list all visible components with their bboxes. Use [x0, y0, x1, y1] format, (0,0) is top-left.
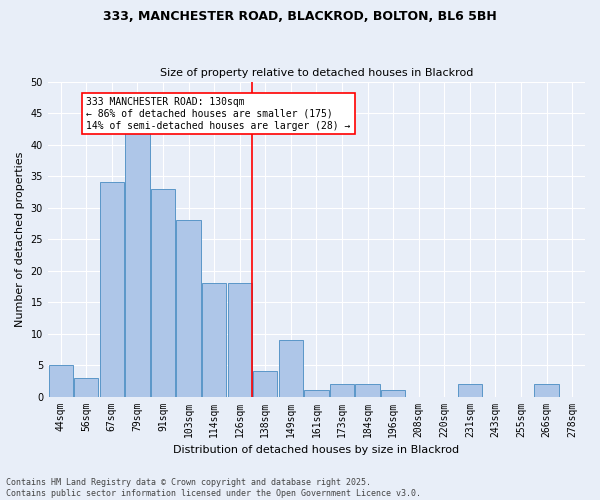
Bar	[227, 283, 252, 397]
Bar	[74, 378, 98, 396]
Title: Size of property relative to detached houses in Blackrod: Size of property relative to detached ho…	[160, 68, 473, 78]
Bar	[381, 390, 406, 396]
Bar	[535, 384, 559, 396]
Bar	[202, 283, 226, 397]
Bar	[176, 220, 201, 396]
Bar	[279, 340, 303, 396]
Text: 333, MANCHESTER ROAD, BLACKROD, BOLTON, BL6 5BH: 333, MANCHESTER ROAD, BLACKROD, BOLTON, …	[103, 10, 497, 23]
Bar	[458, 384, 482, 396]
X-axis label: Distribution of detached houses by size in Blackrod: Distribution of detached houses by size …	[173, 445, 460, 455]
Bar	[125, 132, 149, 396]
Bar	[49, 365, 73, 396]
Bar	[330, 384, 354, 396]
Text: Contains HM Land Registry data © Crown copyright and database right 2025.
Contai: Contains HM Land Registry data © Crown c…	[6, 478, 421, 498]
Text: 333 MANCHESTER ROAD: 130sqm
← 86% of detached houses are smaller (175)
14% of se: 333 MANCHESTER ROAD: 130sqm ← 86% of det…	[86, 98, 350, 130]
Bar	[304, 390, 329, 396]
Y-axis label: Number of detached properties: Number of detached properties	[15, 152, 25, 326]
Bar	[151, 188, 175, 396]
Bar	[355, 384, 380, 396]
Bar	[100, 182, 124, 396]
Bar	[253, 372, 277, 396]
